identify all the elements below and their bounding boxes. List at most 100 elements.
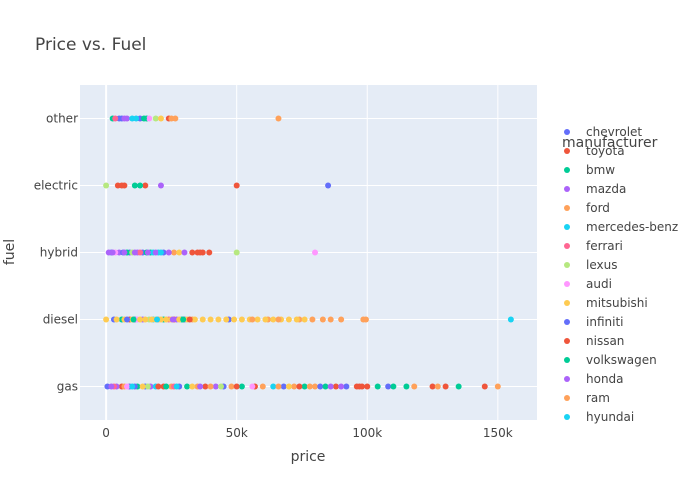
data-point — [197, 383, 204, 390]
legend-item-mazda[interactable]: mazda — [564, 182, 626, 196]
data-point — [228, 383, 235, 390]
data-point — [285, 383, 292, 390]
y-tick-label: gas — [57, 380, 78, 394]
data-point — [152, 115, 159, 122]
data-point — [157, 115, 164, 122]
data-point — [306, 383, 313, 390]
data-point — [129, 383, 136, 390]
legend-label: ram — [586, 391, 610, 405]
data-point — [108, 383, 115, 390]
data-point — [144, 383, 151, 390]
data-point — [140, 115, 147, 122]
data-point — [131, 249, 138, 256]
legend-label: chevrolet — [586, 125, 642, 139]
data-point — [142, 182, 149, 189]
data-point — [121, 115, 128, 122]
data-point — [275, 316, 282, 323]
data-point — [124, 316, 131, 323]
legend-label: mitsubishi — [586, 296, 648, 310]
data-point — [215, 316, 222, 323]
series-nissan — [118, 182, 366, 390]
data-point — [325, 182, 332, 189]
legend-item-ford[interactable]: ford — [564, 201, 610, 215]
legend-item-audi[interactable]: audi — [564, 277, 612, 291]
legend-item-honda[interactable]: honda — [564, 372, 624, 386]
data-point — [327, 316, 334, 323]
legend-marker — [564, 319, 570, 325]
legend-item-mitsubishi[interactable]: mitsubishi — [564, 296, 648, 310]
legend-item-ferrari[interactable]: ferrari — [564, 239, 623, 253]
data-point — [144, 249, 151, 256]
legend-marker — [564, 395, 570, 401]
data-point — [338, 383, 345, 390]
data-point — [181, 249, 188, 256]
data-point — [275, 115, 282, 122]
data-point — [176, 249, 183, 256]
legend-marker — [564, 281, 570, 287]
legend-item-bmw[interactable]: bmw — [564, 163, 615, 177]
data-point — [291, 383, 298, 390]
legend-title: manufacturer — [562, 135, 658, 151]
legend-item-ram[interactable]: ram — [564, 391, 610, 405]
data-point — [103, 182, 110, 189]
data-point — [137, 316, 144, 323]
chart-title: Price vs. Fuel — [35, 35, 146, 55]
legend-item-lexus[interactable]: lexus — [564, 258, 617, 272]
legend-marker — [564, 205, 570, 211]
data-point — [309, 316, 316, 323]
legend-label: mazda — [586, 182, 626, 196]
data-point — [359, 383, 366, 390]
legend-marker — [564, 167, 570, 173]
legend-label: toyota — [586, 144, 625, 158]
data-point — [142, 316, 149, 323]
legend-marker — [564, 186, 570, 192]
data-point — [238, 383, 245, 390]
legend-item-toyota[interactable]: toyota — [564, 144, 625, 158]
legend-marker — [564, 224, 570, 230]
x-tick-labels: 0 50k 100k 150k — [102, 426, 513, 440]
data-point — [139, 383, 146, 390]
legend-marker — [564, 148, 570, 154]
data-point — [332, 383, 339, 390]
data-point — [186, 316, 193, 323]
data-point — [157, 182, 164, 189]
data-point — [103, 316, 110, 323]
data-point — [163, 383, 170, 390]
data-point — [322, 383, 329, 390]
legend-item-hyundai[interactable]: hyundai — [564, 410, 634, 424]
legend-item-infiniti[interactable]: infiniti — [564, 315, 623, 329]
legend-item-mercedes-benz[interactable]: mercedes-benz — [564, 220, 678, 234]
data-point — [163, 316, 170, 323]
y-tick-label: diesel — [43, 313, 78, 327]
series-ram — [172, 115, 441, 390]
legend-label: audi — [586, 277, 612, 291]
data-point — [385, 383, 392, 390]
legend-marker — [564, 338, 570, 344]
legend-marker — [564, 357, 570, 363]
data-point — [169, 316, 176, 323]
series-hyundai — [129, 115, 180, 390]
data-point — [362, 316, 369, 323]
legend-marker — [564, 262, 570, 268]
data-point — [249, 316, 256, 323]
x-tick-label: 50k — [226, 426, 248, 440]
data-point — [481, 383, 488, 390]
legend-item-volkswagen[interactable]: volkswagen — [564, 353, 657, 367]
data-point — [280, 383, 287, 390]
legend-label: honda — [586, 372, 624, 386]
legend-item-chevrolet[interactable]: chevrolet — [564, 125, 642, 139]
data-point — [212, 383, 219, 390]
data-point — [364, 383, 371, 390]
legend[interactable]: manufacturer chevrolet toyota bmw mazda ford… — [562, 125, 678, 424]
data-point — [223, 316, 230, 323]
legend-item-nissan[interactable]: nissan — [564, 334, 624, 348]
data-point — [343, 383, 350, 390]
data-points — [103, 115, 514, 390]
data-point — [238, 316, 245, 323]
data-point — [233, 383, 240, 390]
data-point — [262, 316, 269, 323]
data-point — [301, 383, 308, 390]
data-point — [206, 249, 213, 256]
data-point — [113, 316, 120, 323]
y-tick-label: other — [46, 112, 78, 126]
